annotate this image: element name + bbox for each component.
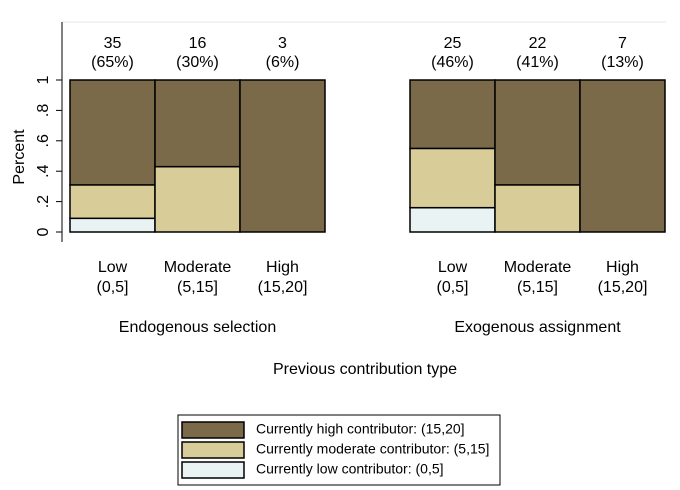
bar-count: 25	[444, 35, 462, 52]
y-tick-label: .2	[35, 195, 52, 208]
bar-segment	[239, 79, 326, 233]
bar-share: (13%)	[601, 54, 644, 71]
bar-segment	[409, 206, 496, 233]
x-tick-label: Moderate	[504, 259, 572, 276]
bar-segment	[69, 217, 156, 233]
x-axis-label: Previous contribution type	[273, 361, 457, 378]
y-tick-label: .4	[35, 164, 52, 177]
bar-segment	[154, 165, 241, 233]
y-tick-label: .8	[35, 104, 52, 117]
y-tick-label: .6	[35, 134, 52, 147]
bar-share: (46%)	[431, 54, 474, 71]
bar-count: 7	[618, 35, 627, 52]
legend-label: Currently moderate contributor: (5,15]	[256, 441, 489, 457]
bar-segment	[409, 79, 496, 150]
x-tick-label: High	[266, 259, 299, 276]
bar-share: (65%)	[91, 54, 134, 71]
group-label: Endogenous selection	[119, 319, 276, 336]
legend-label: Currently high contributor: (15,20]	[256, 421, 465, 437]
bar-segment	[494, 79, 581, 186]
x-tick-range: (15,20]	[598, 279, 648, 296]
y-axis-label: Percent	[11, 129, 28, 185]
x-tick-range: (5,15]	[517, 279, 558, 296]
x-tick-label: Low	[438, 259, 468, 276]
legend-swatch	[181, 441, 245, 459]
legend-label: Currently low contributor: (0,5]	[256, 461, 444, 477]
bar-segment	[494, 184, 581, 233]
bar-segment	[154, 79, 241, 168]
x-tick-label: Moderate	[164, 259, 232, 276]
bar-share: (30%)	[176, 54, 219, 71]
y-tick-label: 0	[35, 227, 52, 236]
bar-segment	[579, 79, 666, 233]
legend-swatch	[181, 421, 245, 439]
bar-segment	[409, 147, 496, 209]
bar-share: (41%)	[516, 54, 559, 71]
x-tick-label: Low	[98, 259, 128, 276]
y-tick-label: 1	[35, 75, 52, 84]
legend-swatch	[181, 461, 245, 479]
x-tick-range: (15,20]	[258, 279, 308, 296]
x-tick-range: (0,5]	[436, 279, 468, 296]
x-tick-range: (5,15]	[177, 279, 218, 296]
bar-segment	[69, 79, 156, 186]
bar-share: (6%)	[266, 54, 300, 71]
bar-segment	[69, 184, 156, 220]
x-tick-label: High	[606, 259, 639, 276]
bar-count: 3	[278, 35, 287, 52]
bar-count: 22	[529, 35, 547, 52]
x-tick-range: (0,5]	[96, 279, 128, 296]
group-label: Exogenous assignment	[454, 319, 621, 336]
bar-count: 35	[104, 35, 122, 52]
bar-count: 16	[189, 35, 207, 52]
